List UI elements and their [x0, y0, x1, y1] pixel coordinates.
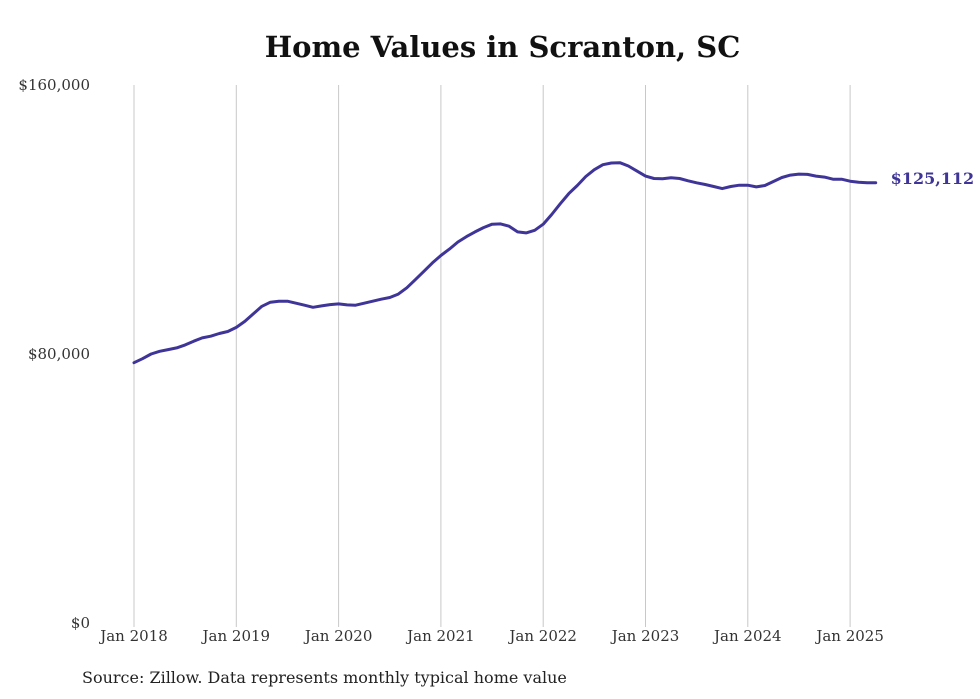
y-axis-tick-labels: $160,000 $80,000 $0 — [18, 76, 90, 632]
chart-title: Home Values in Scranton, SC — [264, 30, 741, 64]
x-tick-label: Jan 2022 — [507, 627, 577, 645]
source-note: Source: Zillow. Data represents monthly … — [82, 668, 567, 687]
x-tick-label: Jan 2019 — [201, 627, 271, 645]
series-line — [132, 161, 878, 365]
end-label-layer: $125,112 — [891, 169, 975, 188]
y-tick-label: $160,000 — [18, 76, 90, 94]
y-tick-label: $0 — [71, 614, 90, 632]
end-value-label: $125,112 — [891, 169, 975, 188]
x-tick-label: Jan 2021 — [405, 627, 475, 645]
x-tick-label: Jan 2020 — [303, 627, 373, 645]
series-line-layer — [132, 161, 878, 365]
x-tick-label: Jan 2023 — [610, 627, 680, 645]
y-tick-label: $80,000 — [28, 345, 90, 363]
x-tick-label: Jan 2024 — [712, 627, 782, 645]
vertical-gridlines — [133, 85, 851, 627]
x-tick-label: Jan 2018 — [98, 627, 168, 645]
x-axis-tick-labels: Jan 2018 Jan 2019 Jan 2020 Jan 2021 Jan 2022… — [98, 627, 884, 645]
x-tick-label: Jan 2025 — [814, 627, 884, 645]
